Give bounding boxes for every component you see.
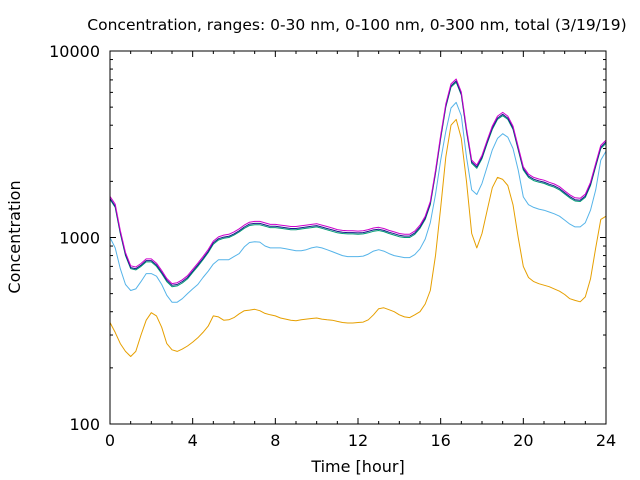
series-line-1 — [109, 118, 607, 357]
x-tick-label: 8 — [270, 431, 280, 450]
x-tick-label: 4 — [188, 431, 198, 450]
series-line-4 — [109, 80, 607, 286]
plot-frame — [109, 50, 607, 425]
y-tick-label: 1000 — [59, 229, 100, 248]
series-line-5 — [109, 78, 607, 285]
x-tick-label: 24 — [596, 431, 616, 450]
series-layer — [109, 78, 607, 357]
x-tick-label: 0 — [105, 431, 115, 450]
y-tick-label: 10000 — [49, 42, 100, 61]
x-tick-label: 16 — [430, 431, 450, 450]
x-axis-label: Time [hour] — [310, 457, 404, 476]
chart-title: Concentration, ranges: 0-30 nm, 0-100 nm… — [87, 16, 626, 34]
y-tick-label: 100 — [69, 415, 100, 434]
x-tick-label: 20 — [513, 431, 533, 450]
series-line-3 — [109, 81, 607, 288]
axis-layer: 0 4 8 12 16 20 24 100 1000 10000 — [49, 42, 616, 450]
series-line-2 — [109, 101, 607, 303]
y-axis-label: Concentration — [5, 180, 24, 293]
x-tick-label: 12 — [348, 431, 368, 450]
